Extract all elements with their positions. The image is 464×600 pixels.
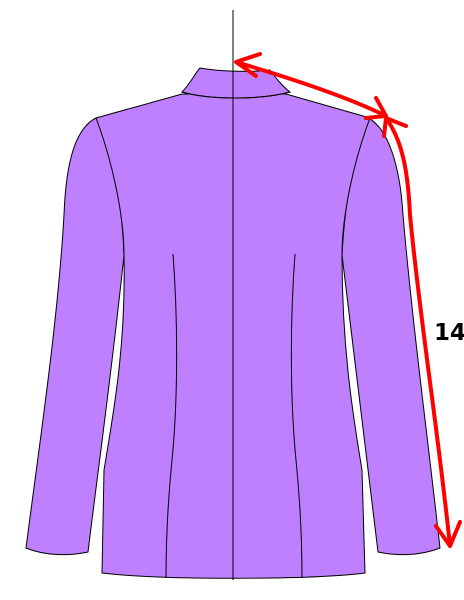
collar-stand-line (181, 91, 291, 99)
sleeve-arrow-line (384, 116, 452, 547)
sleeve-length-label: 14 (434, 320, 464, 346)
left-back-seam (165, 253, 178, 579)
shoulder-arrowhead-left (234, 52, 262, 78)
shoulder-arrow-line (235, 60, 387, 118)
measurement-arrows (234, 52, 462, 548)
sleeve-arrowhead-bottom (434, 520, 462, 548)
right-back-seam (290, 253, 303, 579)
sleeve-arrowhead-top (382, 116, 408, 138)
jacket-back (25, 10, 441, 580)
